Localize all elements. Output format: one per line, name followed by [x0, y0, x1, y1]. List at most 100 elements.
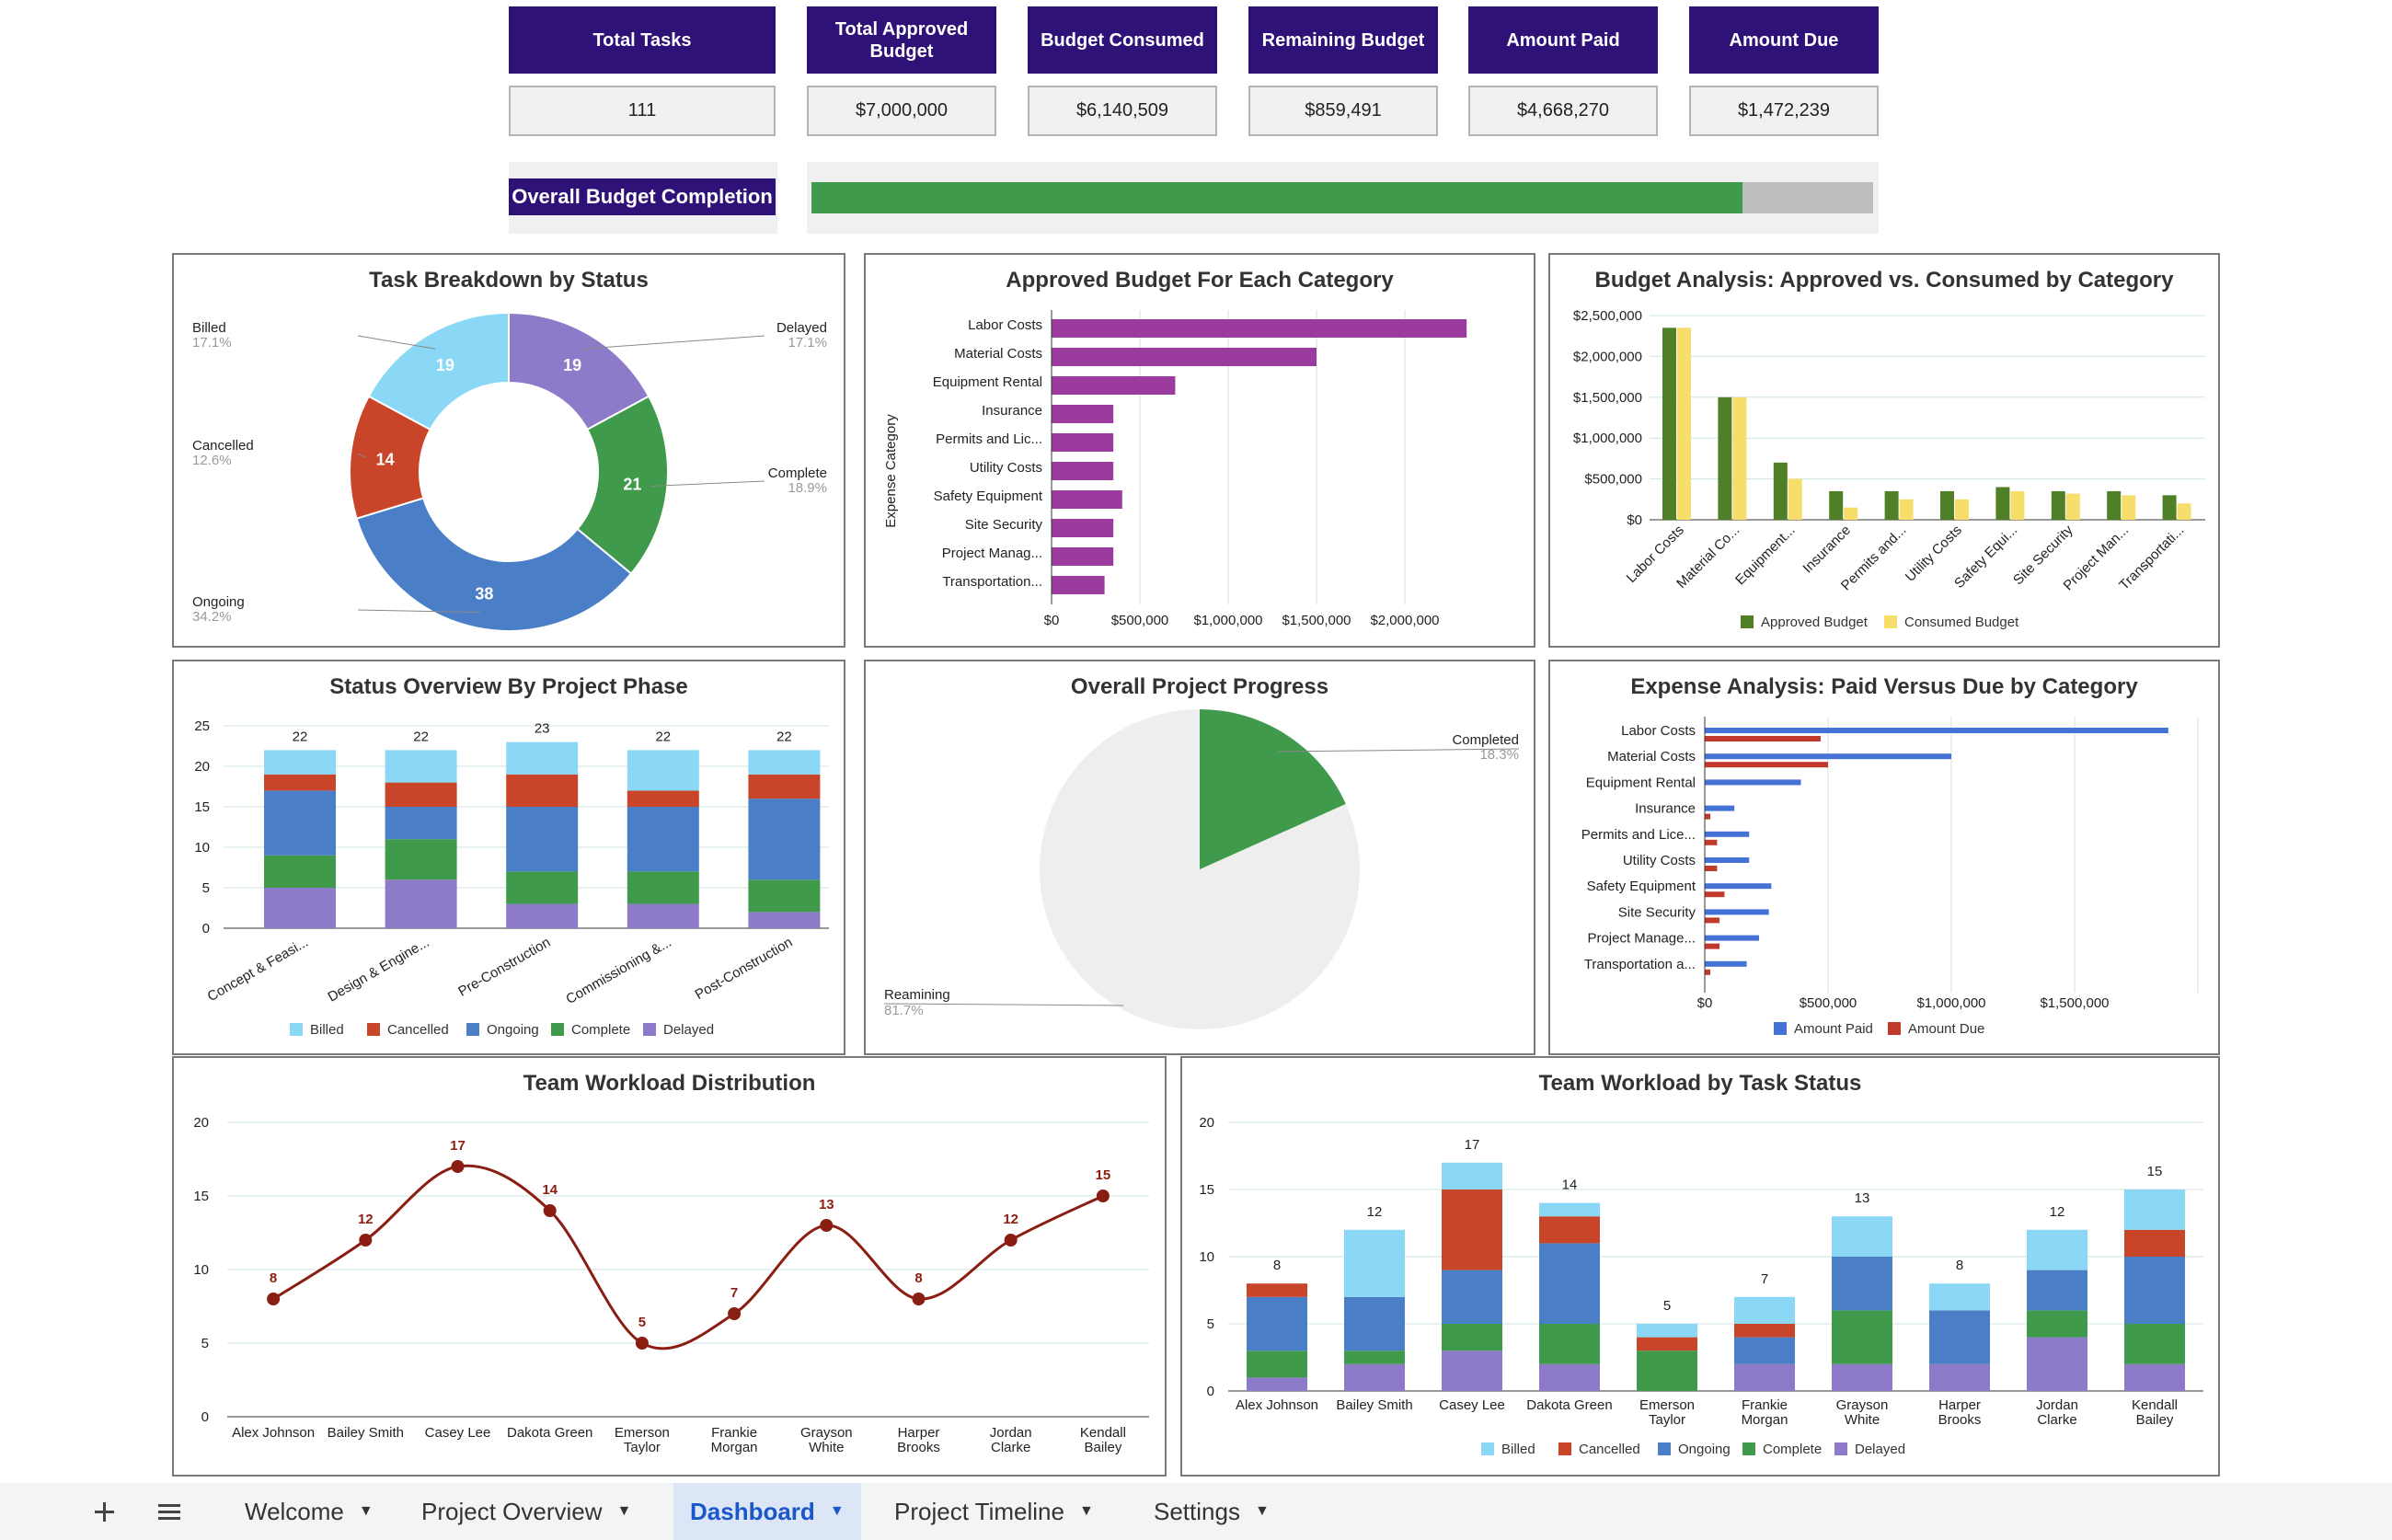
- legend-swatch: [466, 1023, 479, 1036]
- panel-task-breakdown[interactable]: Task Breakdown by Status 19 Delayed 17.1% 21…: [172, 253, 845, 648]
- category-label: Transportation...: [942, 574, 1042, 590]
- category-label: Material Costs: [954, 346, 1042, 362]
- category-label: White: [1845, 1412, 1880, 1428]
- data-label: 17: [450, 1138, 466, 1154]
- chevron-down-icon[interactable]: ▼: [358, 1503, 374, 1519]
- bar-segment-complete: [1247, 1350, 1307, 1378]
- bar-insurance-amount-paid: [1705, 805, 1735, 811]
- bar-equipment-rental-amount-paid: [1705, 779, 1801, 786]
- chart-title: Budget Analysis: Approved vs. Consumed b…: [1594, 268, 2174, 293]
- bar-segment-billed: [1929, 1283, 1990, 1311]
- bar-total-label: 23: [535, 721, 550, 737]
- plus-icon[interactable]: [87, 1495, 121, 1528]
- bar-insurance-amount-due: [1705, 813, 1710, 820]
- bar-segment-billed: [1442, 1162, 1502, 1189]
- bar-segment-complete: [2027, 1310, 2087, 1338]
- bar-labor-costs-amount-due: [1705, 736, 1821, 741]
- y-tick-label: 20: [194, 759, 210, 775]
- bar-total-label: 14: [1562, 1178, 1578, 1193]
- bar-safety-equi-approved-budget: [1995, 487, 2010, 520]
- y-tick-label: $1,000,000: [1573, 431, 1642, 446]
- category-label: Bailey Smith: [328, 1425, 404, 1441]
- category-label: Equipment Rental: [933, 374, 1042, 390]
- category-label: Design & Engine...: [325, 935, 431, 1006]
- chart-title: Status Overview By Project Phase: [329, 674, 688, 699]
- chevron-down-icon[interactable]: ▼: [616, 1503, 632, 1519]
- category-label: Utility Costs: [1623, 853, 1696, 868]
- category-label: Casey Lee: [1439, 1397, 1505, 1413]
- panel-phase-status[interactable]: Status Overview By Project Phase 0 5 10 15 20…: [172, 660, 845, 1055]
- pie-leader-line: [1277, 748, 1520, 753]
- tab-project-timeline[interactable]: Project Timeline ▼: [878, 1483, 1110, 1540]
- data-label: 12: [358, 1212, 374, 1227]
- legend-swatch: [1742, 1442, 1755, 1455]
- bar-segment-billed: [264, 750, 336, 775]
- kpi-value-amount-paid[interactable]: $4,668,270: [1468, 86, 1658, 136]
- category-label: Labor Costs: [1621, 723, 1696, 739]
- donut-leader-line: [357, 453, 367, 459]
- legend-label: Complete: [1763, 1442, 1822, 1457]
- bar-segment-billed: [506, 741, 579, 775]
- panel-project-progress[interactable]: Overall Project Progress Completed 18.3% Re…: [864, 660, 1535, 1055]
- donut-leader-line: [357, 609, 481, 614]
- bar-segment-delayed: [1539, 1363, 1600, 1391]
- bar-utility-costs-approved-budget: [1940, 490, 1954, 520]
- bar-segment-delayed: [2124, 1363, 2185, 1391]
- donut-value-label: 19: [436, 356, 454, 374]
- y-tick-label: 5: [202, 880, 210, 896]
- category-label: Permits and Lic...: [936, 431, 1042, 447]
- kpi-value-remaining-budget[interactable]: $859,491: [1248, 86, 1438, 136]
- bar-segment-delayed: [1734, 1363, 1795, 1391]
- y-tick-label: $2,500,000: [1573, 308, 1642, 324]
- x-tick-label: $1,500,000: [1282, 613, 1351, 628]
- category-label: Project Manag...: [942, 546, 1042, 561]
- kpi-value-amount-due[interactable]: $1,472,239: [1689, 86, 1879, 136]
- donut-slice-label: Ongoing: [192, 594, 245, 610]
- tab-settings[interactable]: Settings ▼: [1137, 1483, 1286, 1540]
- bar-segment-ongoing: [1442, 1270, 1502, 1324]
- bar-transportati-consumed-budget: [2177, 503, 2191, 520]
- bar-safety-equipment: [1052, 490, 1122, 509]
- hamburger-icon[interactable]: [153, 1495, 186, 1528]
- data-point: [451, 1160, 465, 1173]
- chevron-down-icon[interactable]: ▼: [1254, 1503, 1270, 1519]
- bar-total-label: 8: [1273, 1258, 1281, 1273]
- data-point: [543, 1204, 557, 1217]
- kpi-value-total-tasks[interactable]: 111: [509, 86, 776, 136]
- budget-analysis-chart: Budget Analysis: Approved vs. Consumed b…: [1573, 268, 2205, 630]
- data-point: [820, 1219, 834, 1232]
- chevron-down-icon[interactable]: ▼: [829, 1503, 845, 1519]
- panel-workload-line[interactable]: Team Workload Distribution 0 5 10 15 20 8 Alex …: [172, 1056, 1167, 1477]
- chevron-down-icon[interactable]: ▼: [1078, 1503, 1094, 1519]
- tab-project-overview[interactable]: Project Overview ▼: [405, 1483, 648, 1540]
- panel-approved-budget[interactable]: Approved Budget For Each Category $0 $500,…: [864, 253, 1535, 648]
- y-tick-label: $500,000: [1584, 472, 1642, 488]
- panel-paid-due[interactable]: Expense Analysis: Paid Versus Due by Cat…: [1548, 660, 2220, 1055]
- bar-site-security: [1052, 519, 1114, 537]
- legend-label: Ongoing: [487, 1022, 539, 1038]
- data-label: 12: [1003, 1212, 1018, 1227]
- bar-total-label: 22: [413, 729, 429, 744]
- tab-welcome[interactable]: Welcome ▼: [228, 1483, 390, 1540]
- category-label: Bailey: [2136, 1412, 2174, 1428]
- kpi-value-budget-consumed[interactable]: $6,140,509: [1028, 86, 1217, 136]
- category-label: Taylor: [1649, 1412, 1685, 1428]
- panel-budget-analysis[interactable]: Budget Analysis: Approved vs. Consumed b…: [1548, 253, 2220, 648]
- bar-segment-ongoing: [1344, 1296, 1405, 1351]
- panel-workload-status[interactable]: Team Workload by Task Status 0 5 10 15 20 8 Ale…: [1180, 1056, 2220, 1477]
- tab-label: Welcome: [245, 1497, 344, 1525]
- data-point: [359, 1234, 373, 1247]
- legend-label: Complete: [571, 1022, 630, 1038]
- tab-dashboard[interactable]: Dashboard ▼: [673, 1483, 861, 1540]
- sheet-tab-bar: [0, 1483, 2392, 1540]
- bar-segment-ongoing: [506, 807, 579, 872]
- category-label: Dakota Green: [507, 1425, 592, 1441]
- x-tick-label: $1,500,000: [2040, 995, 2109, 1011]
- bar-segment-billed: [748, 750, 821, 775]
- kpi-value-approved-budget[interactable]: $7,000,000: [807, 86, 996, 136]
- bar-total-label: 22: [655, 729, 671, 744]
- legend-swatch: [551, 1023, 564, 1036]
- category-label: Grayson: [800, 1425, 853, 1441]
- bar-site-security-amount-paid: [1705, 909, 1769, 915]
- bar-segment-complete: [1832, 1310, 1892, 1364]
